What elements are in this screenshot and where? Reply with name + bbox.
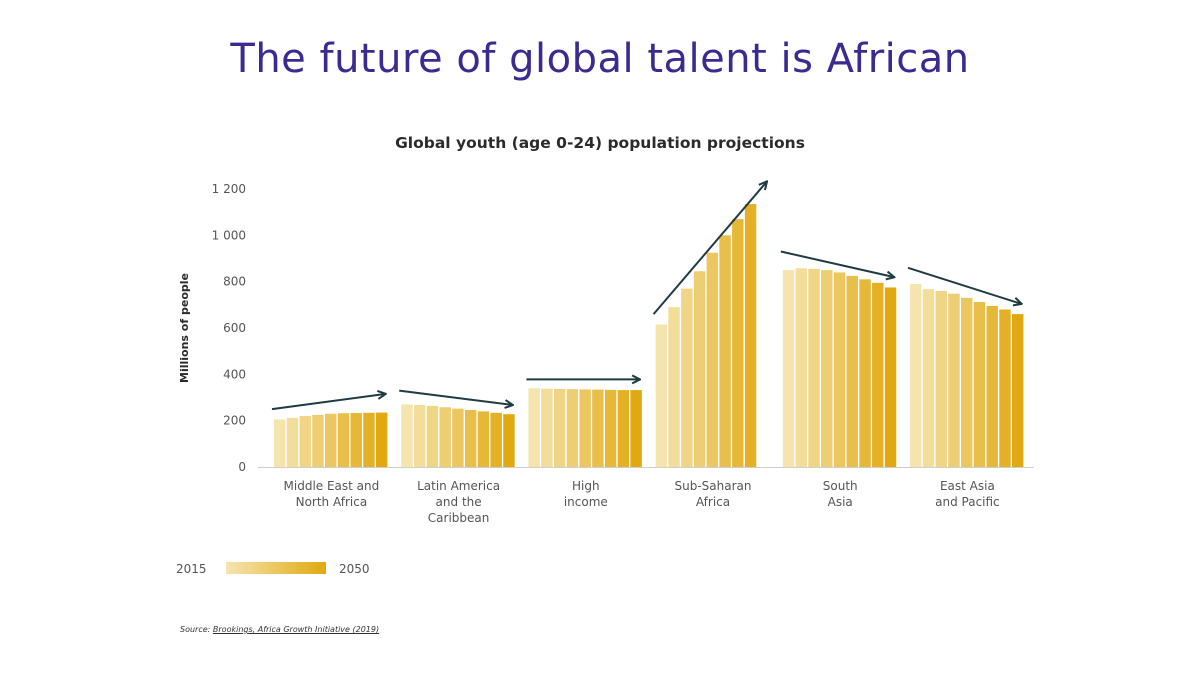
y-axis-label: Millions of people <box>178 273 191 383</box>
bar-4-5 <box>846 275 858 468</box>
trend-arrow-4 <box>780 250 894 278</box>
y-tick-label-0: 0 <box>238 460 246 474</box>
bar-2-7 <box>617 390 630 467</box>
bar-0-7 <box>363 412 375 467</box>
bar-0-4 <box>325 413 337 467</box>
bar-4-6 <box>859 279 871 467</box>
bar-1-1 <box>413 404 426 467</box>
bar-2-2 <box>553 388 566 467</box>
category-label-3-1: Africa <box>696 495 730 509</box>
bar-2-3 <box>566 389 579 467</box>
bar-5-4 <box>961 297 973 467</box>
bar-3-4 <box>706 252 719 467</box>
legend-start-label: 2015 <box>176 562 207 576</box>
bar-1-0 <box>401 404 413 467</box>
category-label-2-1: income <box>564 495 608 509</box>
y-tick-label-4: 800 <box>223 275 246 289</box>
category-label-3-0: Sub-Saharan <box>675 479 752 493</box>
trend-arrow-0 <box>271 394 385 411</box>
bar-5-2 <box>935 290 947 467</box>
y-tick-label-6: 1 200 <box>212 182 246 196</box>
bar-4-1 <box>795 268 807 467</box>
bar-5-7 <box>999 309 1011 467</box>
trend-arrow-5 <box>907 266 1021 304</box>
bar-0-6 <box>350 413 362 467</box>
bar-2-5 <box>592 389 604 467</box>
legend-end-label: 2050 <box>339 562 370 576</box>
category-label-1-1: and the <box>436 495 482 509</box>
bar-3-6 <box>732 219 744 467</box>
bar-4-7 <box>872 282 884 467</box>
bar-0-5 <box>337 413 350 467</box>
category-label-0-1: North Africa <box>296 495 368 509</box>
bar-1-5 <box>464 410 477 467</box>
bar-0-3 <box>312 414 324 468</box>
bar-3-3 <box>693 271 706 467</box>
bar-2-8 <box>630 390 642 467</box>
category-label-4-1: Asia <box>828 495 853 509</box>
bar-1-6 <box>477 411 490 467</box>
bar-1-8 <box>503 414 515 467</box>
bar-3-7 <box>744 204 757 467</box>
bar-4-3 <box>821 270 833 467</box>
y-tick-label-1: 200 <box>223 414 246 428</box>
category-label-5-0: East Asia <box>940 479 995 493</box>
bar-5-8 <box>1012 314 1024 467</box>
bar-4-8 <box>884 287 897 467</box>
bar-3-2 <box>681 288 693 467</box>
y-tick-label-3: 600 <box>223 321 246 335</box>
y-tick-label-5: 1 000 <box>212 228 246 242</box>
bar-5-1 <box>922 289 935 467</box>
bar-5-3 <box>948 293 960 467</box>
category-label-5-1: and Pacific <box>935 495 1000 509</box>
bar-2-4 <box>579 389 591 467</box>
bar-1-3 <box>439 407 451 467</box>
bar-2-0 <box>528 388 540 467</box>
category-label-0-0: Middle East and <box>284 479 380 493</box>
bar-0-0 <box>274 419 286 467</box>
source-note: Source: Brookings, Africa Growth Initiat… <box>180 625 379 634</box>
source-link[interactable]: Brookings, Africa Growth Initiative (201… <box>212 625 380 634</box>
bar-2-6 <box>604 389 617 467</box>
bar-5-6 <box>986 305 998 467</box>
trend-arrow-1 <box>399 389 512 405</box>
y-tick-label-2: 400 <box>223 367 246 381</box>
legend-gradient-bar <box>226 562 326 574</box>
category-label-4-0: South <box>823 479 858 493</box>
category-label-2-0: High <box>572 479 600 493</box>
bar-3-0 <box>655 324 668 467</box>
chart-title: Global youth (age 0-24) population proje… <box>395 134 805 152</box>
bar-1-7 <box>490 412 502 467</box>
bar-5-0 <box>910 283 922 467</box>
category-label-1-0: Latin America <box>417 479 500 493</box>
trend-arrow-3 <box>652 182 767 315</box>
bar-4-2 <box>808 268 820 467</box>
bar-4-0 <box>782 270 795 467</box>
bar-1-2 <box>426 405 439 467</box>
bar-4-4 <box>833 272 846 467</box>
bar-2-1 <box>541 388 553 467</box>
source-prefix: Source: <box>180 625 213 634</box>
bar-1-4 <box>452 408 464 467</box>
bar-0-8 <box>376 412 388 467</box>
bar-0-2 <box>299 416 311 467</box>
bar-3-1 <box>668 307 680 467</box>
category-label-1-2: Caribbean <box>428 511 490 525</box>
legend-gradient-fill <box>226 562 326 574</box>
bar-3-5 <box>719 235 731 467</box>
slide-title: The future of global talent is African <box>230 36 970 82</box>
bar-0-1 <box>286 417 299 467</box>
bar-5-5 <box>973 302 986 467</box>
